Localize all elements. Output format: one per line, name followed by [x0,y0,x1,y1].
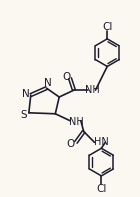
Text: NH: NH [68,117,83,127]
Text: Cl: Cl [102,22,112,32]
Text: NH: NH [85,85,100,95]
Text: N: N [22,89,30,99]
Text: N: N [44,78,51,88]
Text: O: O [62,72,70,82]
Text: Cl: Cl [96,184,107,194]
Text: O: O [67,139,75,149]
Text: S: S [21,110,27,120]
Text: HN: HN [94,137,109,147]
